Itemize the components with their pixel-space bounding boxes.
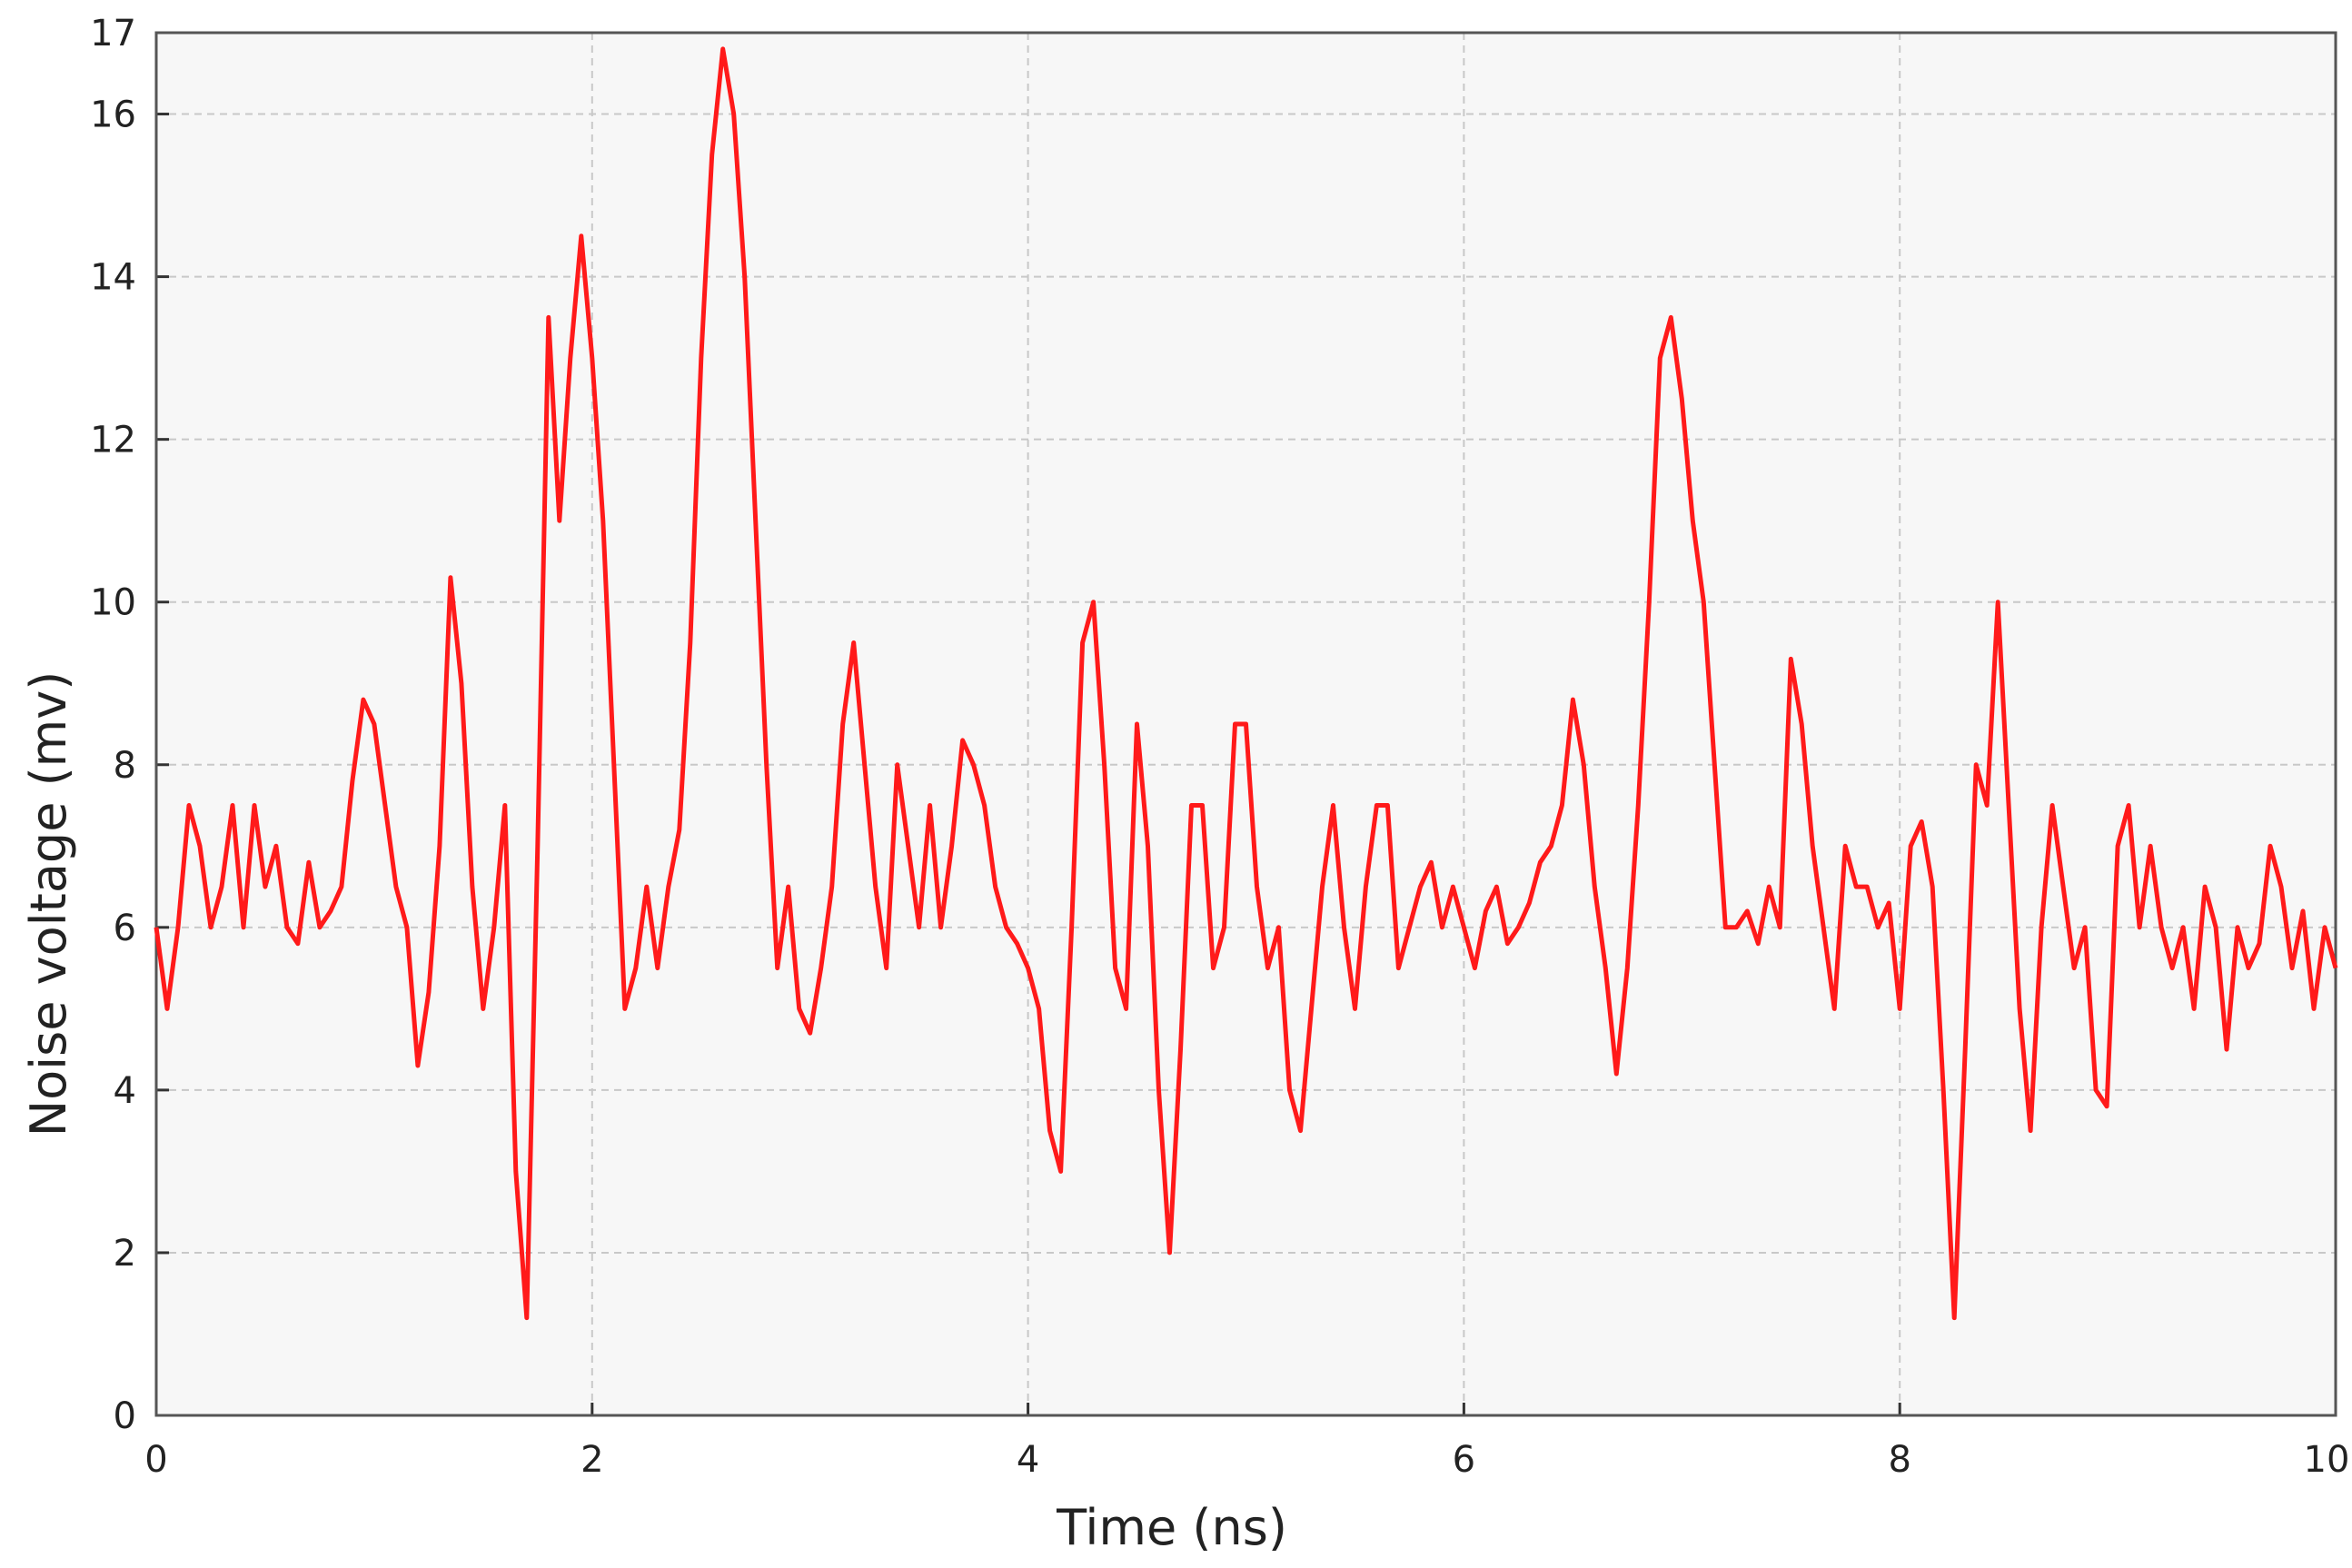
y-tick-label: 12: [90, 420, 136, 461]
x-tick-label: 0: [144, 1439, 167, 1481]
x-axis-label: Time (ns): [1056, 1499, 1287, 1556]
y-tick-label: 6: [114, 908, 136, 949]
x-tick-label: 8: [1888, 1439, 1910, 1481]
x-tick-label: 6: [1453, 1439, 1475, 1481]
y-tick-label: 2: [114, 1233, 136, 1275]
y-tick-label: 17: [90, 13, 136, 55]
x-tick-label: 2: [581, 1439, 603, 1481]
y-tick-label: 4: [114, 1070, 136, 1112]
y-tick-label: 16: [90, 94, 136, 136]
y-tick-label: 0: [114, 1395, 136, 1437]
y-axis-label: Noise voltage (mv): [20, 671, 77, 1137]
data-line: [154, 46, 2338, 1321]
y-tick-label: 10: [90, 582, 136, 624]
plot-frame: [154, 31, 2337, 1417]
x-tick-label: 4: [1017, 1439, 1039, 1481]
y-tick-label: 14: [90, 257, 136, 299]
y-tick-label: 8: [114, 745, 136, 787]
x-tick-label: 10: [2304, 1439, 2350, 1481]
